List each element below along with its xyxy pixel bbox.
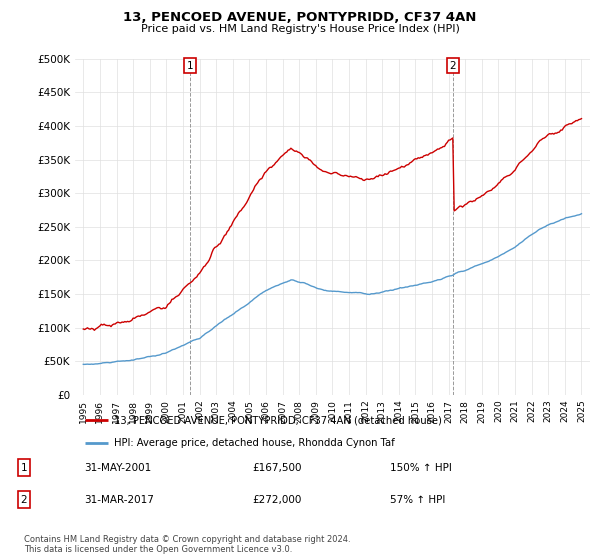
Text: Contains HM Land Registry data © Crown copyright and database right 2024.
This d: Contains HM Land Registry data © Crown c… (24, 535, 350, 554)
Text: 1: 1 (187, 61, 193, 71)
Text: 31-MAR-2017: 31-MAR-2017 (84, 494, 154, 505)
Text: 2: 2 (449, 61, 456, 71)
Text: 13, PENCOED AVENUE, PONTYPRIDD, CF37 4AN (detached house): 13, PENCOED AVENUE, PONTYPRIDD, CF37 4AN… (113, 415, 442, 425)
Text: HPI: Average price, detached house, Rhondda Cynon Taf: HPI: Average price, detached house, Rhon… (113, 438, 394, 449)
Text: 150% ↑ HPI: 150% ↑ HPI (390, 463, 452, 473)
Text: 13, PENCOED AVENUE, PONTYPRIDD, CF37 4AN: 13, PENCOED AVENUE, PONTYPRIDD, CF37 4AN (124, 11, 476, 24)
Text: £167,500: £167,500 (252, 463, 302, 473)
Text: £272,000: £272,000 (252, 494, 301, 505)
Text: 57% ↑ HPI: 57% ↑ HPI (390, 494, 445, 505)
Text: 31-MAY-2001: 31-MAY-2001 (84, 463, 151, 473)
Text: 1: 1 (20, 463, 28, 473)
Text: 2: 2 (20, 494, 28, 505)
Text: Price paid vs. HM Land Registry's House Price Index (HPI): Price paid vs. HM Land Registry's House … (140, 24, 460, 34)
